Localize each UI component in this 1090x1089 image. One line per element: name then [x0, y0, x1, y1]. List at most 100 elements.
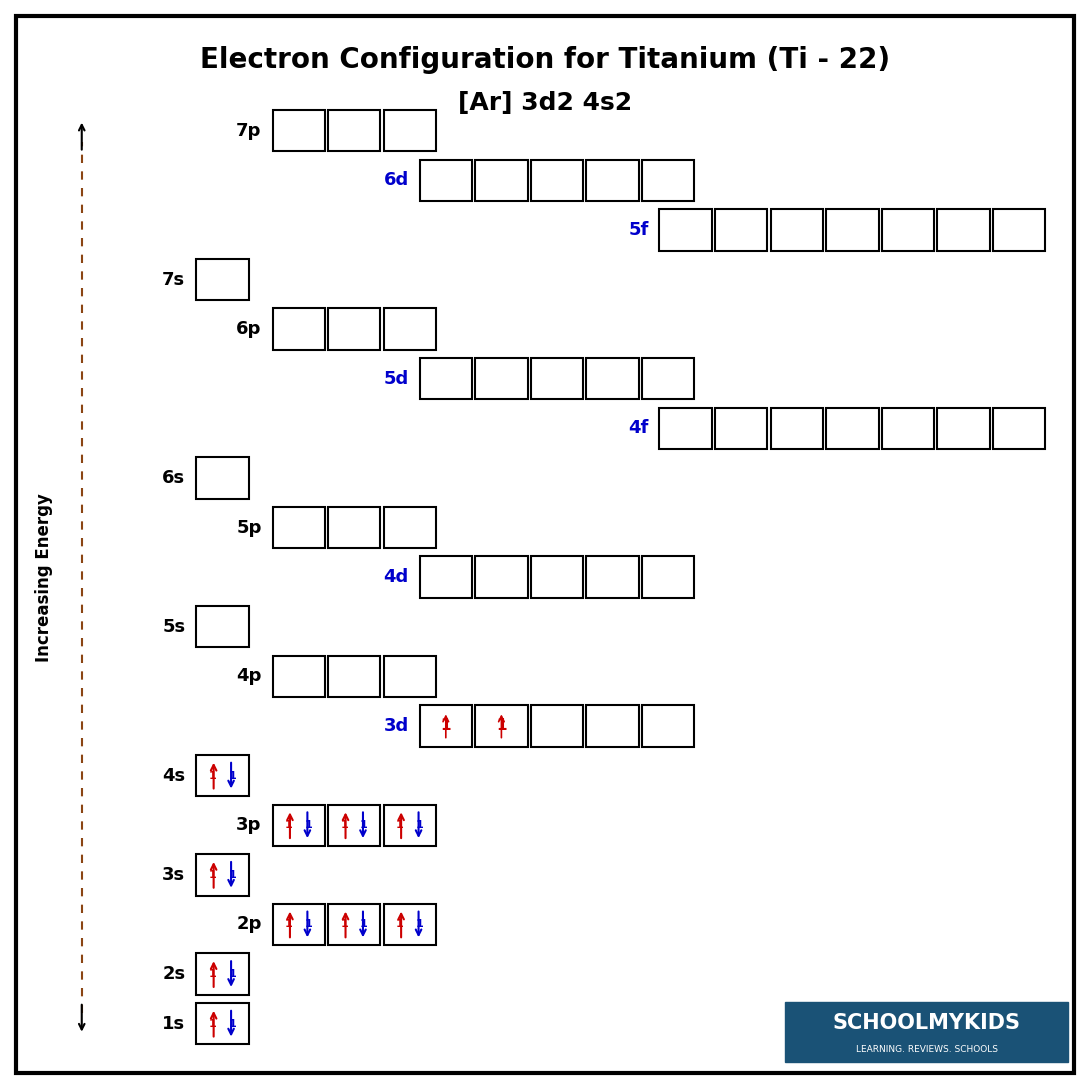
- Bar: [328, 656, 380, 697]
- Bar: [642, 706, 694, 747]
- Bar: [384, 110, 436, 151]
- Text: Increasing Energy: Increasing Energy: [35, 492, 52, 662]
- Bar: [826, 209, 879, 250]
- Bar: [272, 656, 325, 697]
- Text: 1: 1: [228, 1018, 237, 1029]
- Bar: [642, 556, 694, 598]
- Bar: [785, 1002, 1068, 1062]
- Text: 4p: 4p: [237, 668, 262, 685]
- Bar: [384, 904, 436, 945]
- Bar: [771, 209, 823, 250]
- Text: 6s: 6s: [162, 469, 185, 487]
- Bar: [420, 706, 472, 747]
- Text: 1: 1: [440, 719, 451, 734]
- Bar: [196, 259, 249, 301]
- Text: 1: 1: [284, 820, 293, 830]
- Bar: [475, 706, 528, 747]
- Text: 2s: 2s: [162, 965, 185, 983]
- Bar: [937, 209, 990, 250]
- Bar: [475, 160, 528, 201]
- Text: 1: 1: [304, 919, 313, 929]
- Text: 3d: 3d: [384, 717, 409, 735]
- Text: [Ar] 3d2 4s2: [Ar] 3d2 4s2: [458, 91, 632, 115]
- Bar: [586, 556, 639, 598]
- Bar: [384, 805, 436, 846]
- Bar: [328, 904, 380, 945]
- Text: 1: 1: [340, 820, 349, 830]
- Bar: [196, 854, 249, 895]
- Text: 5f: 5f: [628, 221, 649, 238]
- Bar: [328, 110, 380, 151]
- Bar: [531, 556, 583, 598]
- Bar: [586, 706, 639, 747]
- Text: 4d: 4d: [384, 568, 409, 586]
- Text: 1s: 1s: [162, 1015, 185, 1032]
- Text: 1: 1: [208, 771, 217, 781]
- Text: 1: 1: [360, 820, 368, 830]
- Bar: [196, 607, 249, 648]
- Bar: [420, 358, 472, 400]
- Bar: [586, 160, 639, 201]
- Text: 5s: 5s: [162, 617, 185, 636]
- Bar: [272, 805, 325, 846]
- Bar: [642, 358, 694, 400]
- Text: 1: 1: [284, 919, 293, 929]
- Bar: [659, 407, 712, 449]
- Bar: [771, 407, 823, 449]
- Bar: [196, 457, 249, 499]
- Bar: [420, 160, 472, 201]
- Text: 1: 1: [415, 919, 424, 929]
- Text: 5p: 5p: [237, 518, 262, 537]
- Text: 1: 1: [360, 919, 368, 929]
- Text: 4f: 4f: [628, 419, 649, 438]
- Text: 1: 1: [340, 919, 349, 929]
- Text: 1: 1: [208, 969, 217, 979]
- Bar: [993, 209, 1045, 250]
- Bar: [715, 407, 767, 449]
- Text: 1: 1: [208, 870, 217, 880]
- Bar: [328, 308, 380, 350]
- Text: 7s: 7s: [162, 270, 185, 289]
- Bar: [475, 358, 528, 400]
- Bar: [475, 556, 528, 598]
- Text: 5d: 5d: [384, 370, 409, 388]
- Text: 6d: 6d: [384, 171, 409, 189]
- Bar: [384, 308, 436, 350]
- Bar: [328, 805, 380, 846]
- Bar: [196, 755, 249, 796]
- Text: 1: 1: [228, 969, 237, 979]
- Bar: [715, 209, 767, 250]
- Text: Electron Configuration for Titanium (Ti - 22): Electron Configuration for Titanium (Ti …: [199, 46, 891, 74]
- Bar: [937, 407, 990, 449]
- Text: 7p: 7p: [237, 122, 262, 139]
- Bar: [384, 656, 436, 697]
- Bar: [993, 407, 1045, 449]
- Text: 3s: 3s: [162, 866, 185, 884]
- Bar: [826, 407, 879, 449]
- Text: 1: 1: [228, 870, 237, 880]
- Bar: [882, 407, 934, 449]
- Text: 1: 1: [304, 820, 313, 830]
- Bar: [882, 209, 934, 250]
- Bar: [531, 160, 583, 201]
- Bar: [272, 110, 325, 151]
- Text: 1: 1: [208, 1018, 217, 1029]
- Text: SCHOOLMYKIDS: SCHOOLMYKIDS: [833, 1013, 1020, 1032]
- Bar: [420, 556, 472, 598]
- Text: 2p: 2p: [237, 916, 262, 933]
- Bar: [531, 706, 583, 747]
- Bar: [531, 358, 583, 400]
- Text: 6p: 6p: [237, 320, 262, 338]
- Bar: [272, 506, 325, 548]
- Text: 4s: 4s: [162, 767, 185, 784]
- Text: LEARNING. REVIEWS. SCHOOLS: LEARNING. REVIEWS. SCHOOLS: [856, 1045, 997, 1054]
- Text: 1: 1: [396, 919, 404, 929]
- Bar: [384, 506, 436, 548]
- Bar: [272, 308, 325, 350]
- Bar: [196, 953, 249, 994]
- Text: 1: 1: [396, 820, 404, 830]
- Text: 1: 1: [415, 820, 424, 830]
- Text: 1: 1: [228, 771, 237, 781]
- Bar: [586, 358, 639, 400]
- Text: 1: 1: [496, 719, 507, 734]
